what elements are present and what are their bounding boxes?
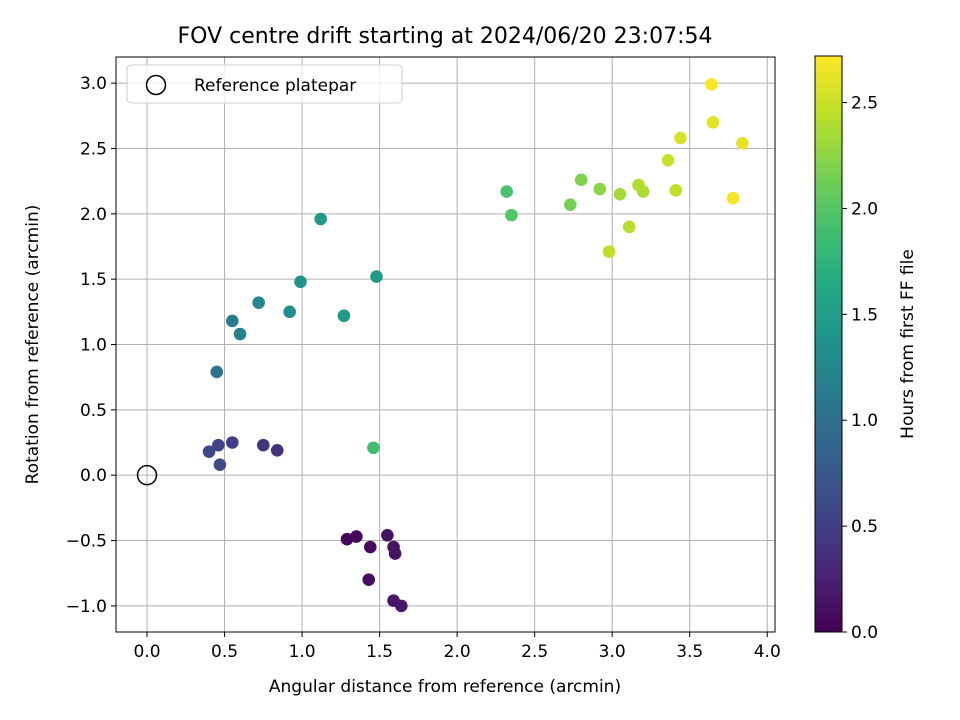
scatter-point [252,296,265,309]
y-tick-label: 1.0 [80,336,107,356]
plot-area-frame [115,56,776,633]
scatter-point [705,78,718,91]
scatter-point [212,438,225,452]
scatter-point [505,208,518,222]
scatter-point [350,530,363,543]
y-axis-label: Rotation from reference (arcmin) [23,205,43,485]
scatter-point [736,136,749,150]
scatter-point [270,444,284,457]
colorbar-ticks: 0.0 0.5 1.0 1.5 2.0 2.5 [842,94,878,643]
chart-title: FOV centre drift starting at 2024/06/20 … [178,24,713,49]
x-tick-label: 2.0 [444,642,471,662]
y-tick-label: 3.0 [80,74,107,94]
x-tick-label: 4.0 [754,642,781,662]
scatter-point [337,309,351,323]
scatter-point [388,547,402,560]
x-tick-label: 1.0 [289,642,316,662]
colorbar-tick-label: 2.5 [851,94,878,114]
reference-layer [136,464,158,486]
scatter-point [210,365,224,379]
legend-marker-open-circle [145,74,167,96]
x-tick-label: 3.0 [599,642,626,662]
scatter-point [395,599,408,613]
scatter-point [593,182,607,196]
x-axis-ticks: 0.0 0.5 1.0 1.5 2.0 2.5 3.0 3.5 4.0 [133,632,781,662]
scatter-point [622,220,636,234]
x-tick-label: 2.5 [521,642,548,662]
scatter-point [233,327,247,341]
scatter-point [202,445,216,458]
scatter-point [257,438,270,452]
y-tick-label: −0.5 [66,532,107,552]
y-tick-label: 1.5 [80,270,107,290]
scatter-point [362,573,376,587]
scatter-point [632,178,645,192]
scatter-point [367,441,380,455]
colorbar-tick-label: 1.0 [851,411,878,431]
y-axis-ticks: −1.0 −0.5 0.0 0.5 1.0 1.5 2.0 2.5 3.0 [66,74,116,617]
legend-entry-reference: Reference platepar [194,76,356,96]
legend: Reference platepar [126,64,403,104]
colorbar-gradient [814,55,843,633]
scatter-point [370,270,383,283]
x-tick-label: 0.0 [133,642,160,662]
scatter-point [294,275,307,289]
colorbar-tick-label: 1.5 [851,305,878,325]
data-points [202,78,749,613]
y-tick-label: 2.0 [80,205,107,225]
scatter-point [674,131,687,145]
scatter-point [225,314,239,328]
x-tick-label: 3.5 [676,642,703,662]
grid-lines [116,57,775,632]
scatter-point [669,183,683,197]
scatter-point [574,173,588,187]
scatter-point [213,458,227,472]
scatter-point [381,528,394,542]
reference-platepar-marker [136,464,158,486]
colorbar: 0.0 0.5 1.0 1.5 2.0 2.5 Hours from first FF f… [814,55,918,643]
y-tick-label: 0.5 [80,401,107,421]
scatter-point [564,198,577,211]
scatter-point [283,305,296,319]
x-tick-label: 0.5 [211,642,238,662]
legend-box [126,64,403,104]
scatter-point [661,153,675,167]
scatter-point [602,245,616,259]
y-tick-label: 0.0 [80,466,107,486]
colorbar-tick-label: 0.5 [851,517,878,537]
colorbar-tick-label: 2.0 [851,199,878,219]
x-tick-label: 1.5 [366,642,393,662]
scatter-point [613,187,627,201]
colorbar-tick-label: 0.0 [851,623,878,643]
x-axis-label: Angular distance from reference (arcmin) [269,677,621,697]
colorbar-label: Hours from first FF file [898,249,918,439]
scatter-point [500,185,514,198]
scatter-point [706,116,720,129]
y-tick-label: 2.5 [80,139,107,159]
scatter-point [225,436,239,449]
y-tick-label: −1.0 [66,597,107,617]
scatter-point [314,212,327,226]
scatter-point [726,191,740,205]
scatter-point [363,540,377,554]
